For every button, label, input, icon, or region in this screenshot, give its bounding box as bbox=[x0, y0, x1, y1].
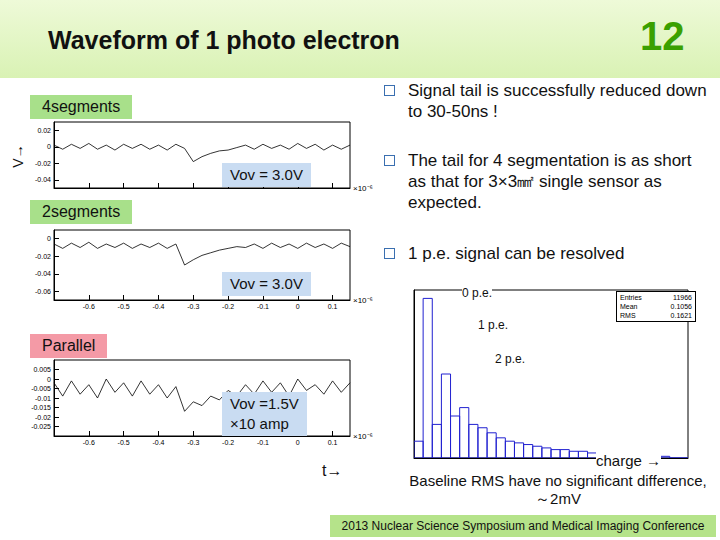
svg-text:-0.01: -0.01 bbox=[35, 395, 51, 402]
html-text:Signal tail is successfully re: Signal tail is successfully reduced down… bbox=[408, 81, 707, 121]
html-text:charge →: charge → bbox=[596, 452, 661, 469]
html-text:0 p.e.: 0 p.e. bbox=[462, 286, 492, 300]
svg-text:0: 0 bbox=[47, 143, 51, 150]
html-text:11966: 11966 bbox=[673, 294, 692, 301]
html-text:12: 12 bbox=[640, 14, 685, 58]
svg-text:×10⁻⁶: ×10⁻⁶ bbox=[353, 184, 373, 193]
svg-text:-0.1: -0.1 bbox=[257, 303, 269, 310]
svg-text:-0.4: -0.4 bbox=[152, 303, 164, 310]
svg-text:-0.005: -0.005 bbox=[31, 385, 51, 392]
svg-text:-0.6: -0.6 bbox=[83, 439, 95, 446]
svg-text:0.02: 0.02 bbox=[37, 127, 51, 134]
html-text:V→: V→ bbox=[9, 144, 26, 168]
svg-text:-0.02: -0.02 bbox=[35, 160, 51, 167]
html-text:1 p.e.: 1 p.e. bbox=[478, 318, 508, 332]
svg-text:-0.04: -0.04 bbox=[35, 176, 51, 183]
svg-text:0.1: 0.1 bbox=[328, 439, 338, 446]
svg-text:-0.5: -0.5 bbox=[118, 439, 130, 446]
html-text:t→: t→ bbox=[322, 462, 343, 479]
html-text:Vov =1.5V: Vov =1.5V bbox=[230, 395, 299, 412]
svg-text:-0.04: -0.04 bbox=[35, 270, 51, 277]
svg-text:-0.5: -0.5 bbox=[118, 303, 130, 310]
svg-text:-0.2: -0.2 bbox=[222, 439, 234, 446]
html-text:×10 amp: ×10 amp bbox=[230, 415, 289, 432]
html-text:Vov = 3.0V: Vov = 3.0V bbox=[230, 275, 303, 292]
svg-text:0: 0 bbox=[296, 303, 300, 310]
svg-text:-0.025: -0.025 bbox=[31, 423, 51, 430]
svg-text:0: 0 bbox=[47, 376, 51, 383]
svg-text:-0.6: -0.6 bbox=[83, 303, 95, 310]
html-text:1 p.e. signal can be resolved: 1 p.e. signal can be resolved bbox=[408, 244, 625, 263]
svg-text:0: 0 bbox=[296, 439, 300, 446]
html-text:Entries: Entries bbox=[620, 294, 642, 301]
svg-text:×10⁻⁶: ×10⁻⁶ bbox=[353, 432, 373, 441]
svg-text:0.005: 0.005 bbox=[33, 366, 51, 373]
svg-text:-0.4: -0.4 bbox=[152, 439, 164, 446]
html-text:2013 Nuclear Science Symposium: 2013 Nuclear Science Symposium and Medic… bbox=[341, 519, 705, 533]
html-text:0.1056: 0.1056 bbox=[670, 303, 692, 310]
html-text:2segments: 2segments bbox=[42, 203, 121, 220]
svg-text:-0.3: -0.3 bbox=[187, 439, 199, 446]
html-text:4segments: 4segments bbox=[42, 98, 121, 115]
svg-text:0: 0 bbox=[47, 235, 51, 242]
svg-text:-0.3: -0.3 bbox=[187, 303, 199, 310]
svg-text:-0.2: -0.2 bbox=[222, 303, 234, 310]
svg-text:0.1: 0.1 bbox=[328, 303, 338, 310]
html-text:0.1621: 0.1621 bbox=[670, 312, 692, 319]
svg-text:-0.02: -0.02 bbox=[35, 253, 51, 260]
html-text:Mean: Mean bbox=[620, 303, 638, 310]
html-text:Waveform of 1 photo electron: Waveform of 1 photo electron bbox=[48, 26, 400, 54]
html-text:Baseline RMS have no significa: Baseline RMS have no significant differe… bbox=[409, 472, 707, 507]
html-text:RMS: RMS bbox=[620, 312, 636, 319]
html-text:The tail for 4 segmentation is: The tail for 4 segmentation is as short … bbox=[408, 151, 692, 212]
svg-text:-0.02: -0.02 bbox=[35, 414, 51, 421]
svg-text:-0.1: -0.1 bbox=[257, 439, 269, 446]
svg-text:-0.015: -0.015 bbox=[31, 404, 51, 411]
svg-text:×10⁻⁶: ×10⁻⁶ bbox=[353, 296, 373, 305]
html-text:Vov = 3.0V: Vov = 3.0V bbox=[230, 166, 303, 183]
svg-text:-0.06: -0.06 bbox=[35, 288, 51, 295]
html-text:Parallel: Parallel bbox=[42, 337, 96, 354]
html-text:2 p.e.: 2 p.e. bbox=[495, 352, 525, 366]
